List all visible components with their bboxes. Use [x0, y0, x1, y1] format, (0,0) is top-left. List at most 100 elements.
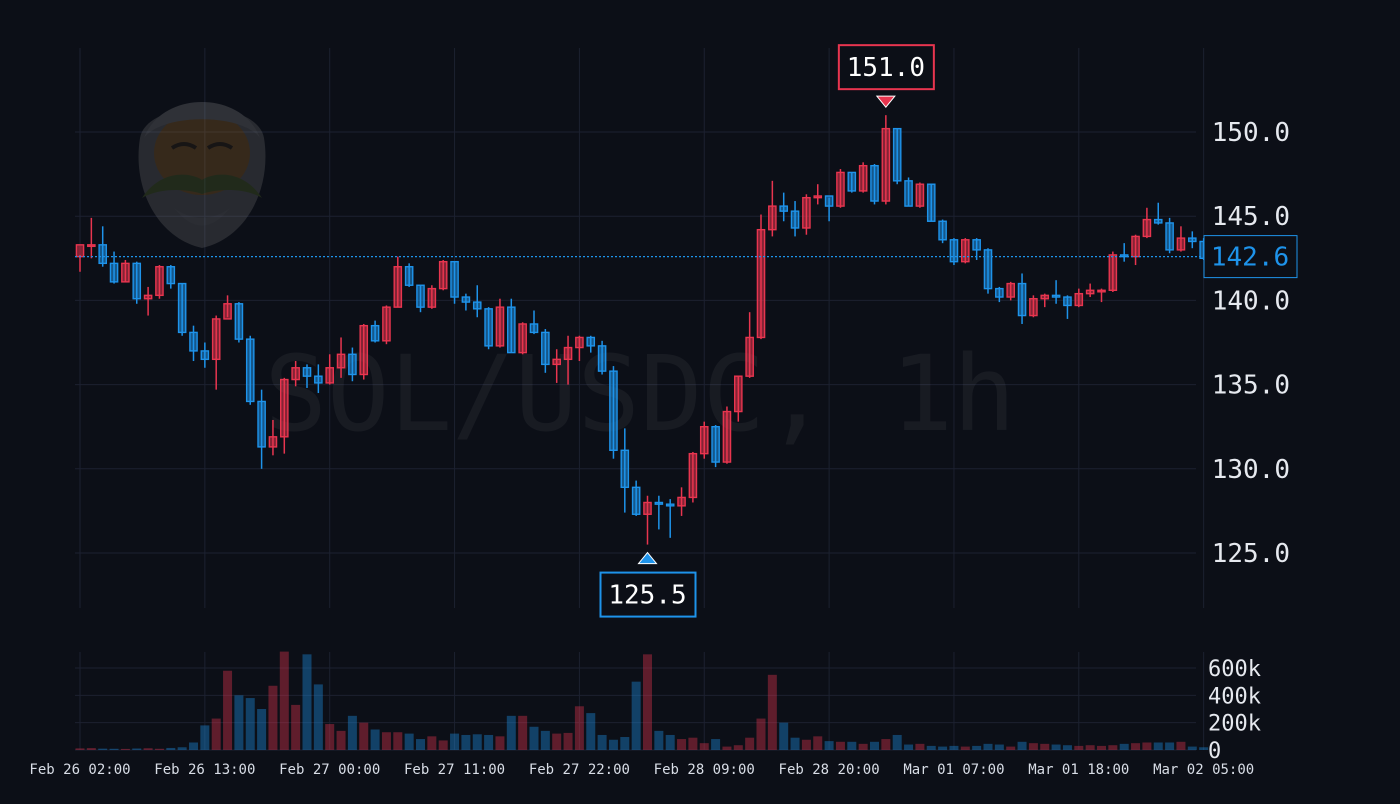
- volume-bar: [586, 713, 596, 750]
- volume-bar: [427, 736, 437, 750]
- volume-bar: [359, 722, 369, 750]
- watermark-text: SOL/USDC, 1h: [264, 333, 1015, 455]
- candle: [904, 177, 913, 207]
- volume-bar: [1165, 742, 1175, 750]
- candle: [1176, 226, 1186, 252]
- volume-bar: [302, 654, 312, 750]
- candle-body: [1040, 294, 1050, 300]
- candle-body: [359, 324, 369, 376]
- volume-bar: [393, 732, 403, 750]
- candle-body: [926, 183, 936, 222]
- candle-body: [166, 266, 176, 285]
- volume-bar: [1017, 741, 1027, 750]
- candle: [427, 285, 437, 309]
- time-axis-label: Feb 27 22:00: [529, 762, 630, 778]
- candle-layer: [75, 115, 1208, 545]
- candle: [75, 244, 85, 272]
- volume-bar: [189, 742, 198, 750]
- volume-bar: [665, 734, 675, 750]
- low-label: 125.5: [608, 581, 686, 611]
- candle: [143, 286, 153, 316]
- candle-body: [643, 501, 652, 515]
- volume-bar: [983, 743, 993, 750]
- volume-bar: [98, 748, 108, 750]
- candle: [620, 428, 630, 513]
- last-price-box: [1203, 235, 1298, 279]
- candle-body: [348, 353, 357, 376]
- candle-body: [393, 266, 403, 308]
- candle-body: [904, 180, 913, 207]
- volume-bar: [915, 743, 925, 750]
- candle-body: [245, 338, 255, 403]
- candle: [450, 260, 459, 304]
- candle: [779, 192, 788, 222]
- candle-body: [302, 367, 312, 377]
- candle: [847, 171, 857, 193]
- candle: [541, 329, 550, 373]
- candle: [643, 495, 652, 545]
- candle-body: [234, 303, 244, 340]
- time-axis-label: Feb 28 20:00: [779, 762, 880, 778]
- candle: [155, 265, 164, 299]
- volume-bar: [1051, 744, 1061, 750]
- volume-bar: [540, 730, 550, 750]
- volume-bar: [495, 736, 505, 750]
- volume-bar: [1199, 747, 1209, 750]
- volume-bar: [960, 746, 970, 750]
- candle: [597, 340, 607, 375]
- candle: [983, 248, 993, 294]
- candle: [949, 238, 959, 266]
- candle-body: [1051, 294, 1061, 298]
- volume-bar: [597, 734, 607, 750]
- candle-body: [416, 284, 425, 308]
- candle-body: [223, 303, 232, 320]
- high-label-box: [837, 44, 935, 91]
- volume-bar: [313, 684, 323, 750]
- candle: [926, 183, 936, 222]
- candle: [495, 298, 505, 348]
- candle-body: [734, 375, 743, 413]
- high-annotation: 151.0: [837, 44, 935, 108]
- candle-body: [983, 249, 993, 290]
- volume-bar: [1131, 743, 1141, 750]
- candle-body: [518, 323, 527, 354]
- candle-body: [1074, 292, 1084, 307]
- candle: [677, 487, 686, 516]
- candle: [575, 335, 584, 362]
- candle: [177, 282, 187, 336]
- time-axis-label: Mar 01 18:00: [1028, 762, 1129, 778]
- candle-body: [189, 331, 198, 352]
- volume-bar: [1176, 741, 1186, 750]
- candle-body: [654, 501, 664, 505]
- volume-bar: [1006, 746, 1016, 750]
- candle-body: [155, 266, 164, 297]
- candle: [1040, 293, 1050, 308]
- candle-body: [291, 367, 300, 381]
- time-axis-label: Feb 28 09:00: [654, 762, 755, 778]
- candle: [1085, 283, 1095, 298]
- price-axis-label: 135.0: [1212, 371, 1290, 401]
- volume-bar: [177, 747, 187, 750]
- candle: [836, 169, 845, 208]
- volume-bar: [1142, 742, 1152, 750]
- candle-body: [121, 262, 130, 283]
- candle: [813, 184, 823, 205]
- candle: [359, 323, 369, 380]
- volume-bar: [733, 745, 743, 750]
- candle: [200, 342, 210, 368]
- candle-body: [995, 287, 1004, 298]
- candle: [938, 219, 947, 244]
- volume-bar: [1108, 745, 1118, 750]
- volume-axis-label: 600k: [1208, 657, 1261, 682]
- candle: [699, 421, 709, 459]
- candle-body: [711, 426, 720, 463]
- volume-bar: [234, 695, 244, 750]
- candle: [1119, 243, 1129, 262]
- candle-body: [109, 262, 119, 283]
- volume-bar: [416, 739, 425, 750]
- volume-bar: [143, 748, 153, 750]
- candle: [1165, 217, 1174, 254]
- candle-body: [892, 127, 902, 182]
- volume-bar: [245, 698, 255, 750]
- candle-body: [450, 260, 459, 298]
